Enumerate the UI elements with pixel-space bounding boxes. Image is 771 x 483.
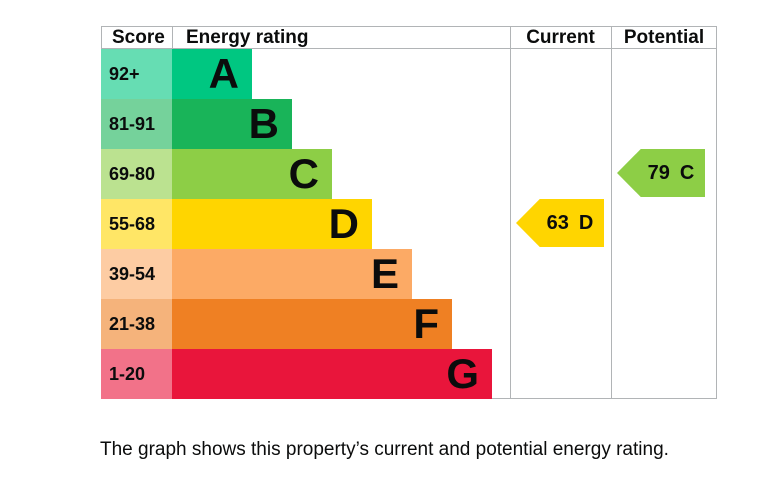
band-bar-a: A	[172, 49, 252, 99]
current-rating-value: 63	[546, 211, 569, 234]
band-score-e: 39-54	[101, 249, 172, 299]
band-bar-c: C	[172, 149, 332, 199]
band-bar-b: B	[172, 99, 292, 149]
band-letter-c: C	[288, 150, 319, 197]
chart-header-row: Score Energy rating Current Potential	[101, 27, 717, 49]
potential-column-divider	[611, 26, 612, 399]
column-header-energy-rating: Energy rating	[172, 27, 510, 48]
band-score-d: 55-68	[101, 199, 172, 249]
band-score-b: 81-91	[101, 99, 172, 149]
band-row-c: 69-80 C	[101, 149, 717, 199]
band-score-c: 69-80	[101, 149, 172, 199]
band-row-a: 92+ A	[101, 49, 717, 99]
band-letter-b: B	[248, 100, 279, 147]
chart-caption: The graph shows this property’s current …	[100, 439, 669, 460]
band-score-f: 21-38	[101, 299, 172, 349]
current-rating-band: D	[578, 211, 594, 234]
band-score-g: 1-20	[101, 349, 172, 399]
band-row-b: 81-91 B	[101, 99, 717, 149]
band-letter-d: D	[328, 200, 359, 247]
column-header-current: Current	[526, 27, 595, 48]
band-letter-f: F	[413, 300, 439, 347]
chart-right-border	[716, 26, 717, 399]
current-column-divider	[510, 26, 511, 399]
column-header-score: Score	[101, 27, 172, 48]
potential-rating-value: 79	[647, 161, 670, 184]
band-letter-e: E	[370, 250, 399, 297]
band-row-e: 39-54 E	[101, 249, 717, 299]
band-bar-f: F	[172, 299, 452, 349]
band-bar-d: D	[172, 199, 372, 249]
band-row-f: 21-38 F	[101, 299, 717, 349]
band-bar-g: G	[172, 349, 492, 399]
potential-rating-band: C	[679, 161, 695, 184]
band-letter-a: A	[208, 50, 239, 97]
epc-rating-chart: Score Energy rating Current Potential 92…	[101, 26, 717, 399]
band-letter-g: G	[446, 350, 479, 397]
band-rows: 92+ A 81-91 B 69-80 C 55-68 D	[101, 49, 717, 399]
band-row-d: 55-68 D	[101, 199, 717, 249]
band-score-a: 92+	[101, 49, 172, 99]
column-header-potential: Potential	[623, 27, 705, 48]
band-row-g: 1-20 G	[101, 349, 717, 399]
band-bar-e: E	[172, 249, 412, 299]
chart-top-border	[101, 26, 717, 27]
